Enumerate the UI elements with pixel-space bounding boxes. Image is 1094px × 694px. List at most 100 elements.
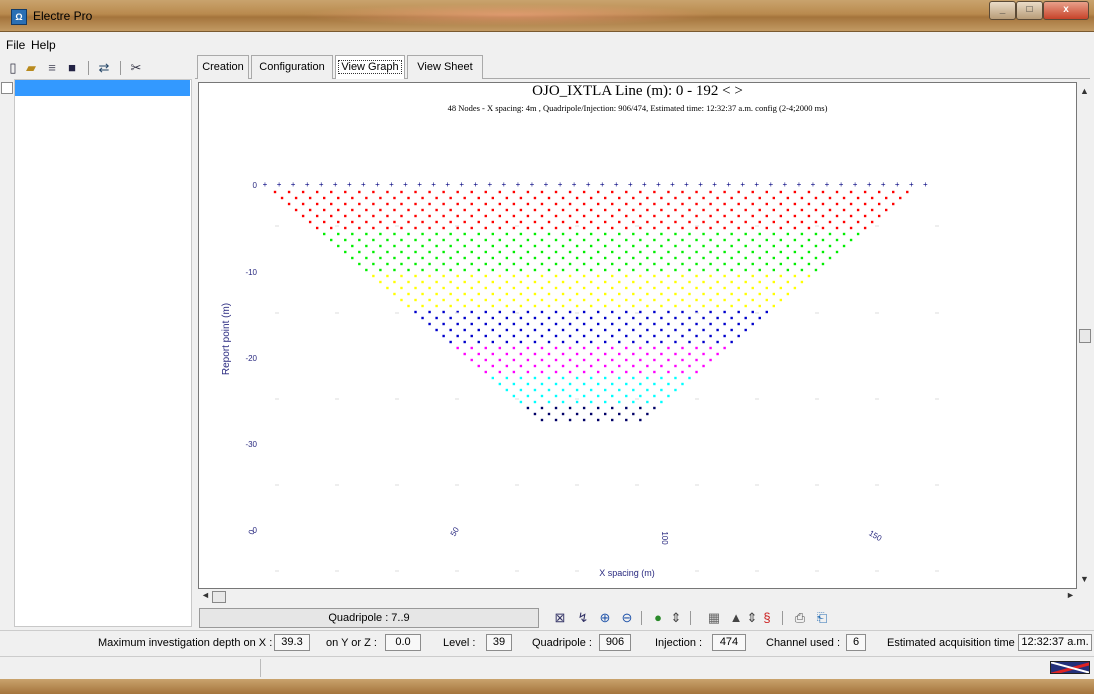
data-point <box>414 250 417 254</box>
data-point <box>568 382 572 386</box>
data-point <box>709 274 712 278</box>
horizontal-scroll-thumb[interactable] <box>212 591 226 603</box>
refresh-icon[interactable]: ● <box>654 610 662 625</box>
data-point <box>589 400 593 404</box>
export-icon[interactable]: ⎗ <box>816 610 828 625</box>
data-point <box>568 334 572 338</box>
tab-view-graph[interactable]: View Graph <box>335 55 405 79</box>
data-point <box>751 226 754 230</box>
open-folder-icon[interactable]: ▰ <box>26 60 36 75</box>
zoom-in-icon[interactable]: ⊕ <box>599 610 611 625</box>
data-point <box>540 190 544 194</box>
data-point <box>639 238 642 242</box>
tab-view-sheet[interactable]: View Sheet <box>407 55 483 79</box>
data-point <box>470 250 473 254</box>
data-point <box>554 346 558 350</box>
transfer-icon[interactable]: ⇄ <box>98 60 110 75</box>
scroll-down-icon[interactable]: ▼ <box>1080 574 1089 584</box>
electre-app-icon[interactable]: Ω <box>11 9 27 25</box>
tree-selected-item[interactable] <box>15 80 190 96</box>
menu-file[interactable]: File <box>6 38 26 52</box>
data-point <box>575 292 579 296</box>
data-point <box>547 352 551 356</box>
data-point <box>470 214 473 218</box>
close-button[interactable]: x <box>1043 1 1089 20</box>
tree-checkbox[interactable] <box>1 82 13 94</box>
language-flag-icon[interactable] <box>1050 661 1090 674</box>
scroll-right-icon[interactable]: ► <box>1066 590 1075 600</box>
data-point <box>456 202 459 206</box>
data-point <box>547 340 551 344</box>
data-point <box>723 190 726 194</box>
horizontal-scrollbar[interactable]: ◄ ► <box>198 590 1077 604</box>
data-point <box>730 244 733 248</box>
electrode-marker: + <box>417 180 422 189</box>
save-icon[interactable]: ■ <box>68 60 76 75</box>
data-point <box>681 334 684 338</box>
data-point <box>344 226 347 230</box>
data-point <box>660 244 663 248</box>
data-point <box>786 256 790 260</box>
data-point <box>596 202 600 206</box>
data-point <box>386 238 389 242</box>
data-point <box>526 310 530 314</box>
cut-icon[interactable]: ✂ <box>130 60 142 75</box>
scroll-left-icon[interactable]: ◄ <box>201 590 210 600</box>
data-point <box>365 220 368 224</box>
data-point <box>351 244 354 248</box>
electrode-marker: + <box>698 180 703 189</box>
data-point <box>582 346 586 350</box>
electrode-marker: + <box>445 180 450 189</box>
data-point <box>688 364 691 368</box>
data-point <box>358 226 361 230</box>
data-point <box>561 352 565 356</box>
data-point <box>456 346 459 350</box>
curve-icon[interactable]: ↯ <box>577 610 589 625</box>
data-point <box>512 382 516 386</box>
erase-icon[interactable]: § <box>763 610 771 625</box>
data-point <box>372 250 375 254</box>
data-point <box>498 262 502 266</box>
data-point <box>491 304 494 308</box>
data-point <box>582 406 586 410</box>
vertical-scrollbar[interactable]: ▲ ▼ <box>1078 82 1092 589</box>
data-point <box>709 250 712 254</box>
scroll-up-icon[interactable]: ▲ <box>1080 86 1089 96</box>
data-point <box>526 334 530 338</box>
y-tick-label: -30 <box>245 440 257 449</box>
vertical-scroll-thumb[interactable] <box>1079 329 1091 343</box>
data-point <box>681 346 684 350</box>
data-point <box>639 214 642 218</box>
data-point <box>561 328 565 332</box>
import-icon[interactable]: ≡ <box>48 60 56 75</box>
print-icon[interactable]: ⎙ <box>794 610 806 625</box>
menu-help[interactable]: Help <box>31 38 56 52</box>
data-point <box>632 208 635 212</box>
spin-icon[interactable]: ⇕ <box>670 610 682 625</box>
data-point <box>589 220 593 224</box>
data-point <box>547 364 551 368</box>
electrode-marker: + <box>754 180 759 189</box>
x-tick-label: 50 <box>449 525 462 538</box>
electrode-marker: + <box>825 180 830 189</box>
maximize-button[interactable]: □ <box>1016 1 1043 20</box>
zoom-out-icon[interactable]: ⊖ <box>621 610 633 625</box>
data-point <box>582 418 586 422</box>
data-point <box>533 220 537 224</box>
data-point <box>421 244 424 248</box>
data-point <box>554 394 558 398</box>
data-point <box>674 292 677 296</box>
data-point <box>561 388 565 392</box>
grid-icon[interactable]: ▦ <box>707 610 721 625</box>
minimize-button[interactable]: _ <box>989 1 1016 20</box>
tab-configuration[interactable]: Configuration <box>251 55 333 79</box>
graph-panel[interactable]: + + + + + + + + + + + + + + + + + + + + + + + + + + + + + + + + + + + + + + + +… <box>198 82 1077 589</box>
zoom-fit-icon[interactable]: ⊠ <box>554 610 566 625</box>
new-file-icon[interactable]: ▯ <box>9 60 17 75</box>
data-point <box>744 232 747 236</box>
spin-icon[interactable]: ⇕ <box>746 610 758 625</box>
tab-creation[interactable]: Creation <box>197 55 249 79</box>
paint-icon[interactable]: ▲ <box>729 610 743 625</box>
project-tree[interactable] <box>14 79 192 627</box>
data-point <box>709 262 712 266</box>
